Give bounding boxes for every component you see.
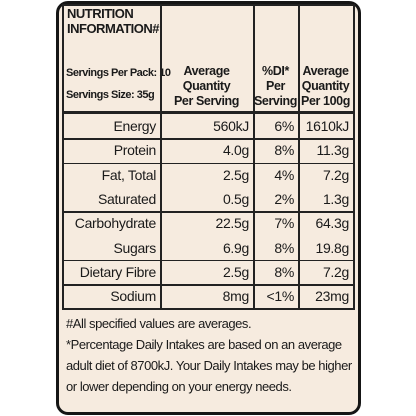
column-rule	[298, 4, 300, 310]
label-background	[56, 1, 361, 415]
nutrient-value: 6%	[274, 118, 294, 134]
column-rule	[353, 4, 355, 310]
nutrient-value: 560kJ	[213, 118, 249, 134]
nutrient-value: 64.3g	[315, 215, 349, 232]
nutrient-value: 2%	[274, 190, 294, 207]
row-rule	[62, 259, 353, 262]
nutrient-value: 1.3g	[322, 190, 349, 207]
table-border	[62, 4, 353, 6]
column-rule	[62, 4, 64, 310]
row-rule	[62, 308, 353, 310]
row-rule	[62, 211, 353, 213]
column-rule	[160, 4, 162, 310]
nutrient-value: 2.5g	[222, 263, 249, 280]
nutrient-value: 8%	[274, 142, 294, 159]
nutrient-name: Dietary Fibre	[79, 263, 157, 280]
nutrient-value: <1%	[266, 288, 294, 305]
nutrient-name: Sugars	[113, 239, 156, 256]
nutrient-value: 2.5g	[222, 166, 249, 183]
column-header: Per 100g	[301, 94, 350, 108]
nutrient-value: 7%	[274, 215, 294, 232]
header-rule	[62, 111, 353, 114]
nutrient-value: 11.3g	[316, 142, 350, 159]
column-header: Quantity	[182, 79, 231, 93]
nutrient-value: 7.2g	[322, 263, 349, 280]
nutrient-name: Energy	[113, 118, 156, 134]
column-header: Per	[266, 79, 285, 93]
nutrient-value: 0.5g	[222, 190, 249, 207]
servings-per-pack: Servings Per Pack: 10	[66, 67, 171, 79]
nutrient-name: Sodium	[110, 288, 156, 305]
column-header: Average	[183, 64, 230, 78]
nutrient-value: 4%	[274, 166, 294, 183]
nutrient-value: 1610kJ	[305, 118, 350, 134]
column-rule	[253, 4, 255, 310]
nutrient-name: Saturated	[97, 190, 156, 207]
nutrient-value: 4.0g	[222, 142, 249, 159]
footnote: *Percentage Daily Intakes are based on a…	[66, 337, 352, 395]
nutrient-value: 6.9g	[222, 239, 249, 256]
nutrient-value: 8mg	[222, 288, 250, 305]
column-header: Serving	[253, 94, 298, 108]
nutrient-name: Protein	[113, 142, 157, 159]
column-header: %DI*	[262, 64, 289, 78]
serving-size: Servings Size: 35g	[66, 89, 155, 101]
nutrient-value: 8%	[274, 239, 294, 256]
footnote: #All specified values are averages.	[66, 316, 252, 332]
row-rule	[62, 284, 353, 286]
row-rule	[62, 138, 353, 140]
panel-title: NUTRITION INFORMATION#	[67, 6, 159, 36]
nutrient-value: 8%	[274, 263, 294, 280]
column-header: Quantity	[301, 79, 350, 93]
nutrient-value: 23mg	[315, 288, 349, 305]
column-header: Average	[302, 64, 349, 78]
nutrient-value: 7.2g	[322, 166, 349, 183]
nutrient-name: Carbohydrate	[74, 215, 157, 232]
nutrient-name: Fat, Total	[101, 166, 157, 183]
row-rule	[62, 162, 353, 165]
nutrient-value: 22.5g	[215, 215, 249, 232]
column-header: Per Serving	[173, 94, 240, 108]
nutrient-value: 19.8g	[315, 239, 349, 256]
